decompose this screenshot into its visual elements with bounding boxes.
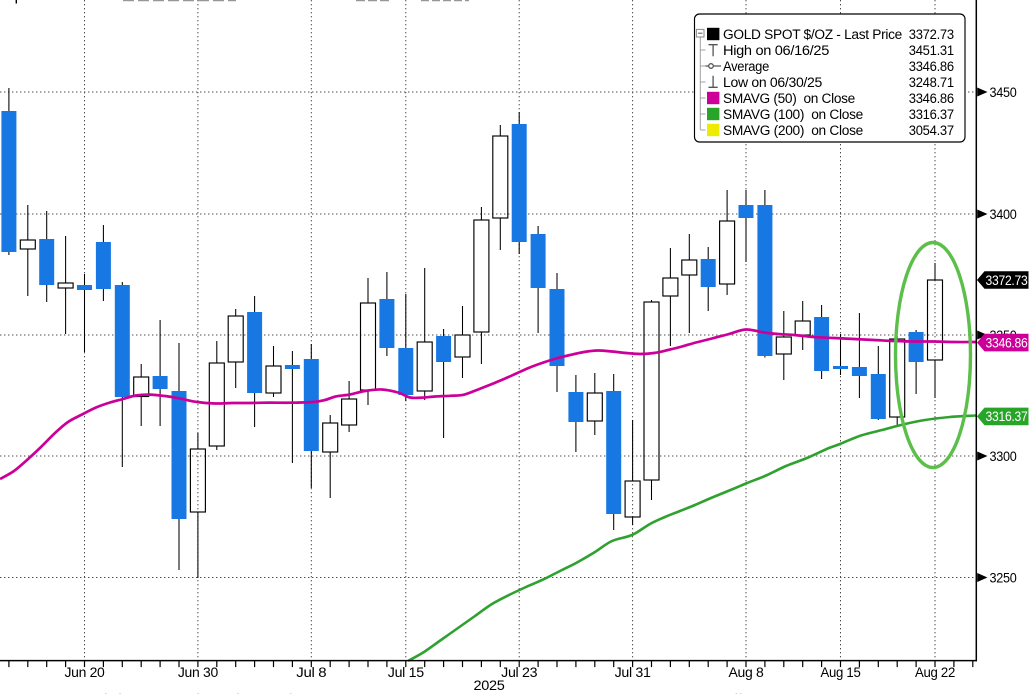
svg-text:Jun 30: Jun 30 — [178, 665, 218, 680]
svg-text:Jul 15: Jul 15 — [388, 665, 424, 680]
svg-text:3346.86: 3346.86 — [909, 59, 954, 74]
svg-text:SMAVG (200) on Close: SMAVG (200) on Close — [723, 123, 863, 138]
svg-text:3346.86: 3346.86 — [909, 91, 954, 106]
svg-text:2025: 2025 — [474, 678, 505, 693]
svg-text:3372.73: 3372.73 — [986, 273, 1028, 288]
svg-text:3400: 3400 — [990, 207, 1017, 222]
svg-text:Jun 20: Jun 20 — [65, 665, 105, 680]
svg-text:Aug 15: Aug 15 — [821, 665, 861, 680]
svg-text:3316.37: 3316.37 — [909, 107, 954, 122]
svg-text:Jul 31: Jul 31 — [615, 665, 651, 680]
svg-text:3316.37: 3316.37 — [986, 409, 1028, 424]
svg-text:Copyright 2025 Bloomberg Finan: Copyright 2025 Bloomberg Finance L.P. 25… — [55, 691, 960, 694]
svg-text:High on 06/16/25: High on 06/16/25 — [723, 43, 829, 58]
svg-text:Jul 23: Jul 23 — [501, 665, 537, 680]
svg-text:3054.37: 3054.37 — [909, 123, 954, 138]
svg-text:SMAVG (50) on Close: SMAVG (50) on Close — [723, 91, 855, 106]
svg-text:GOLD SPOT $/OZ - Last Price: GOLD SPOT $/OZ - Last Price — [723, 27, 902, 42]
svg-text:3450: 3450 — [990, 85, 1017, 100]
svg-text:SMAVG (100) on Close: SMAVG (100) on Close — [723, 107, 863, 122]
svg-text:Average: Average — [723, 59, 769, 74]
svg-text:3300: 3300 — [990, 449, 1017, 464]
svg-text:Jul 8: Jul 8 — [296, 665, 326, 680]
svg-text:3346.86: 3346.86 — [986, 335, 1028, 350]
svg-text:3250: 3250 — [990, 570, 1017, 585]
svg-text:3372.73: 3372.73 — [909, 27, 954, 42]
svg-text:3451.31: 3451.31 — [909, 43, 954, 58]
svg-text:Aug 8: Aug 8 — [729, 665, 764, 680]
svg-text:3248.71: 3248.71 — [909, 75, 954, 90]
svg-text:Low on 06/30/25: Low on 06/30/25 — [723, 75, 822, 90]
svg-text:Aug 22: Aug 22 — [915, 665, 955, 680]
